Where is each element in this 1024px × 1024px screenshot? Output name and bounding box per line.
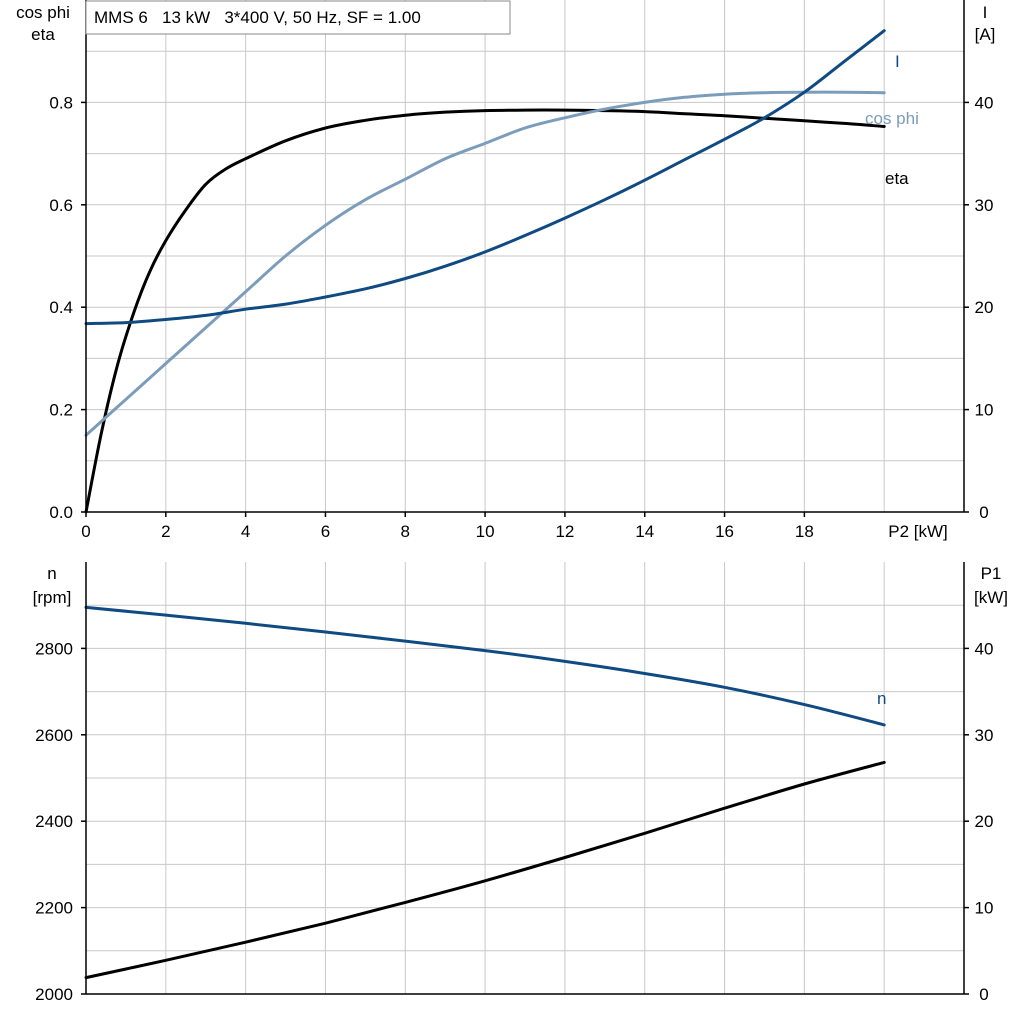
right-tick-label: 20 [975, 812, 994, 831]
bottom-axis-labels: n [rpm] P1 [kW] n [33, 564, 1008, 708]
top-right-ylabel-line1: I [983, 3, 988, 22]
title-box: MMS 6 13 kW 3*400 V, 50 Hz, SF = 1.00 [85, 0, 511, 35]
series-line-cos-phi [84, 90, 886, 437]
right-tick-label: 40 [975, 639, 994, 658]
left-tick-label: 2800 [35, 639, 73, 658]
bottom-tick-labels: 2000 2200 2400 2600 2800 0 10 20 30 40 [35, 639, 993, 1004]
x-tick-label: 18 [795, 522, 814, 541]
top-series-labels: I cos phi eta [865, 52, 919, 188]
top-xlabel: P2 [kW] [888, 522, 948, 541]
left-tick-label: 0.4 [49, 298, 73, 317]
bottom-right-ylabel-line2: [kW] [974, 588, 1008, 607]
x-tick-label: 6 [321, 522, 330, 541]
bottom-series-lines [84, 605, 886, 980]
x-tick-label: 4 [241, 522, 250, 541]
bottom-grid [86, 562, 964, 994]
right-tick-label: 30 [975, 726, 994, 745]
right-tick-label: 10 [975, 401, 994, 420]
series-line-i [84, 29, 886, 326]
right-tick-label: 0 [979, 985, 988, 1004]
left-tick-label: 2000 [35, 985, 73, 1004]
series-label-eta: eta [885, 169, 909, 188]
left-tick-label: 0.0 [49, 503, 73, 522]
x-tick-label: 2 [161, 522, 170, 541]
x-tick-label: 0 [81, 522, 90, 541]
bottom-panel: 2000 2200 2400 2600 2800 0 10 20 30 40 n [rpm] P1… [33, 562, 1008, 1004]
right-tick-label: 10 [975, 899, 994, 918]
top-right-ylabel-line2: [A] [975, 25, 996, 44]
left-tick-label: 2400 [35, 812, 73, 831]
series-line-n [84, 605, 886, 727]
top-series-lines [84, 29, 886, 514]
left-tick-label: 0.8 [49, 93, 73, 112]
bottom-axes [81, 562, 969, 995]
series-label-n: n [877, 689, 886, 708]
top-grid [86, 0, 964, 512]
right-tick-label: 0 [979, 503, 988, 522]
bottom-left-ylabel-line2: [rpm] [33, 588, 72, 607]
x-tick-label: 12 [555, 522, 574, 541]
x-tick-label: 10 [476, 522, 495, 541]
top-left-ylabel-line1: cos phi [16, 3, 70, 22]
series-line-p1 [84, 760, 886, 980]
top-tick-labels: 0.0 0.2 0.4 0.6 0.8 0 10 20 30 40 0 2 4 6 8 10 12 14 16 18 [49, 93, 993, 541]
x-tick-label: 8 [401, 522, 410, 541]
bottom-right-ylabel-line1: P1 [981, 564, 1002, 583]
right-tick-label: 20 [975, 298, 994, 317]
left-tick-label: 0.2 [49, 401, 73, 420]
top-axes [81, 0, 969, 517]
left-tick-label: 2200 [35, 899, 73, 918]
x-tick-label: 16 [715, 522, 734, 541]
right-tick-label: 40 [975, 93, 994, 112]
x-tick-label: 14 [635, 522, 654, 541]
left-tick-label: 2600 [35, 726, 73, 745]
top-axis-labels: cos phi eta I [A] P2 [kW] [16, 3, 995, 541]
series-line-eta [84, 108, 886, 514]
bottom-left-ylabel-line1: n [47, 564, 56, 583]
series-label-i: I [895, 52, 900, 71]
left-tick-label: 0.6 [49, 196, 73, 215]
top-left-ylabel-line2: eta [31, 25, 55, 44]
chart-title: MMS 6 13 kW 3*400 V, 50 Hz, SF = 1.00 [94, 8, 421, 27]
right-tick-label: 30 [975, 196, 994, 215]
series-label-cos-phi: cos phi [865, 109, 919, 128]
